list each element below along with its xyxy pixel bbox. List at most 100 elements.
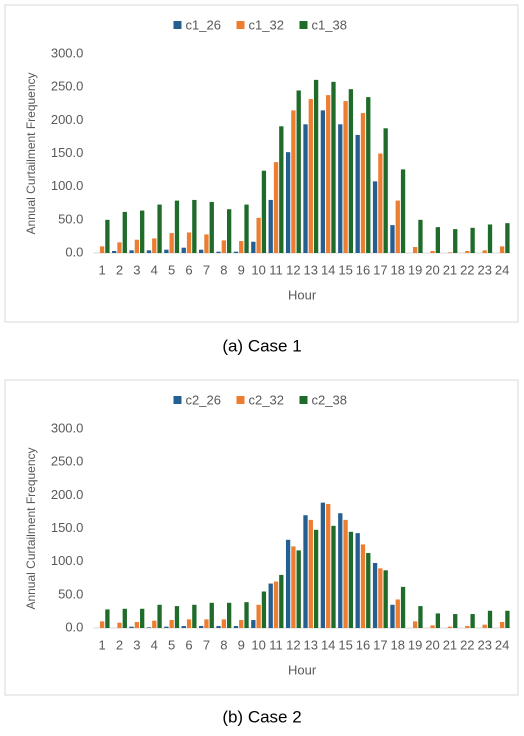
x-tick-label: 12	[286, 262, 300, 277]
x-tick-label: 5	[168, 262, 175, 277]
bar	[186, 619, 192, 628]
legend-swatch	[299, 396, 308, 404]
x-tick-label: 16	[356, 637, 370, 652]
x-tick-label: 22	[460, 262, 474, 277]
bar	[204, 619, 209, 628]
bar	[296, 90, 301, 253]
bar	[505, 223, 510, 253]
y-tick-label: 150.0	[51, 145, 84, 160]
bar	[221, 619, 226, 628]
y-tick-label: 50.0	[58, 211, 83, 226]
bar	[338, 513, 343, 628]
bar	[303, 124, 308, 254]
bar	[239, 241, 244, 253]
bar	[261, 170, 267, 253]
bar	[308, 519, 313, 628]
x-tick-label: 10	[251, 637, 265, 652]
bar	[186, 232, 192, 253]
bar	[140, 210, 145, 253]
bar	[198, 626, 204, 628]
bar	[482, 250, 487, 253]
y-tick-label: 100.0	[51, 553, 84, 568]
bar	[499, 622, 505, 628]
bar	[233, 626, 239, 628]
bar	[174, 606, 180, 628]
bar	[383, 128, 388, 253]
bar	[261, 591, 267, 628]
x-axis-label: Hour	[288, 287, 317, 302]
caption: (a) Case 1	[222, 336, 301, 355]
x-tick-label: 17	[373, 262, 387, 277]
x-tick-label: 3	[133, 262, 140, 277]
y-tick-label: 100.0	[51, 178, 84, 193]
x-tick-label: 5	[168, 637, 175, 652]
bar	[216, 626, 221, 628]
bar	[400, 169, 406, 253]
x-tick-label: 4	[151, 637, 158, 652]
y-tick-label: 200.0	[51, 112, 84, 127]
x-tick-label: 7	[203, 262, 210, 277]
x-tick-label: 9	[238, 262, 245, 277]
bar	[355, 533, 360, 628]
bar	[181, 247, 186, 253]
bar	[192, 199, 197, 253]
legend-swatch	[173, 396, 182, 404]
bar	[239, 620, 244, 628]
x-tick-label: 23	[477, 637, 491, 652]
bar	[313, 79, 319, 254]
bar	[470, 614, 475, 628]
bar	[221, 240, 226, 253]
bar	[482, 624, 487, 628]
bar	[355, 134, 360, 253]
x-tick-label: 18	[391, 637, 405, 652]
bar	[169, 620, 174, 628]
bar	[273, 162, 279, 253]
x-tick-label: 23	[477, 262, 491, 277]
x-tick-label: 20	[425, 637, 439, 652]
y-axis-label: Annual Curtailment Frequency	[24, 447, 38, 609]
y-tick-label: 200.0	[51, 487, 84, 502]
bar	[343, 101, 348, 253]
bar	[251, 241, 256, 253]
bar	[447, 252, 453, 253]
bar	[383, 570, 388, 628]
bar	[447, 626, 453, 628]
y-axis-label: Annual Curtailment Frequency	[24, 72, 38, 234]
bar	[251, 620, 256, 628]
x-tick-label: 17	[373, 637, 387, 652]
bar	[366, 97, 371, 253]
bar	[395, 200, 400, 253]
bar	[390, 604, 395, 628]
bar	[146, 250, 152, 253]
bar	[320, 110, 326, 253]
x-tick-label: 20	[425, 262, 439, 277]
bar	[378, 153, 383, 253]
x-tick-label: 2	[116, 262, 123, 277]
bar	[209, 201, 214, 253]
x-tick-label: 2	[116, 637, 123, 652]
bar	[291, 110, 296, 253]
bar	[348, 531, 354, 628]
bar	[244, 204, 249, 253]
bar	[273, 581, 279, 628]
bar	[372, 181, 378, 253]
x-tick-label: 6	[185, 262, 192, 277]
x-tick-label: 14	[321, 637, 335, 652]
bar	[453, 614, 458, 628]
legend-swatch	[236, 396, 245, 404]
x-tick-label: 22	[460, 637, 474, 652]
bar	[198, 249, 204, 253]
bar	[157, 604, 162, 628]
bar	[122, 211, 127, 253]
bar	[291, 546, 296, 628]
bar	[470, 227, 475, 253]
x-tick-label: 11	[269, 262, 283, 277]
x-tick-label: 13	[304, 637, 318, 652]
bar	[105, 219, 110, 253]
bar	[226, 602, 232, 628]
bar	[129, 626, 134, 628]
x-tick-label: 12	[286, 637, 300, 652]
y-tick-label: 150.0	[51, 520, 84, 535]
x-tick-label: 4	[151, 262, 158, 277]
bar	[134, 239, 140, 253]
